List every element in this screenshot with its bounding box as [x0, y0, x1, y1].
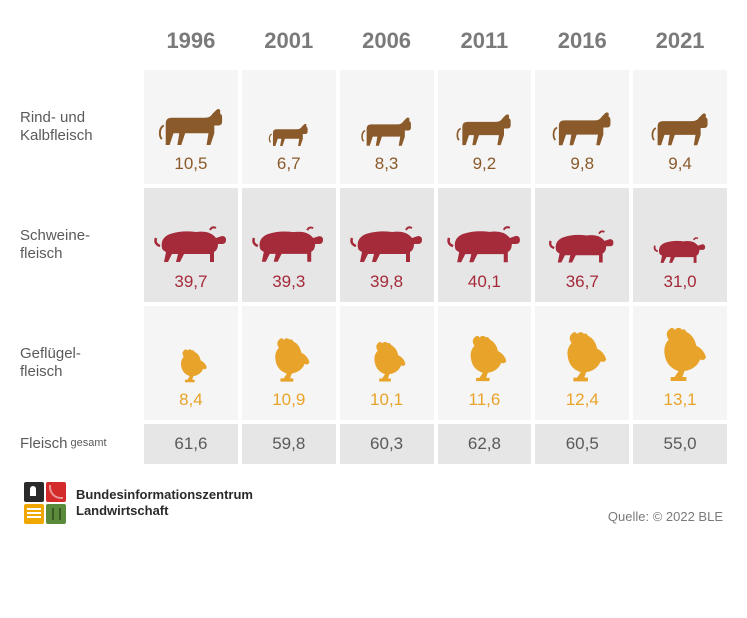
cell-cow: 9,8	[535, 70, 629, 184]
chicken-icon	[366, 314, 407, 384]
chicken-icon	[653, 314, 708, 384]
cell-value: 9,8	[570, 154, 594, 174]
cell-pig: 40,1	[438, 188, 532, 302]
cell-pig: 39,8	[340, 188, 434, 302]
chicken-icon	[557, 314, 608, 384]
chicken-icon	[461, 314, 508, 384]
cell-chicken: 13,1	[633, 306, 727, 420]
year-header: 2001	[242, 20, 336, 66]
total-cell: 59,8	[242, 424, 336, 464]
cell-chicken: 12,4	[535, 306, 629, 420]
cell-cow: 10,5	[144, 70, 238, 184]
cell-cow: 9,4	[633, 70, 727, 184]
footer: Bundesinformationszentrum Landwirtschaft…	[20, 482, 727, 524]
cow-icon	[267, 78, 310, 148]
chicken-icon	[266, 314, 311, 384]
cow-icon	[550, 78, 614, 148]
corner-spacer	[20, 20, 140, 66]
cell-value: 10,5	[174, 154, 207, 174]
cell-value: 9,2	[473, 154, 497, 174]
total-label-small: gesamt	[71, 437, 107, 450]
cell-value: 12,4	[566, 390, 599, 410]
cell-value: 9,4	[668, 154, 692, 174]
cell-value: 36,7	[566, 272, 599, 292]
cow-icon	[454, 78, 514, 148]
logo-line-2: Landwirtschaft	[76, 503, 253, 519]
cell-pig: 39,7	[144, 188, 238, 302]
pig-icon	[445, 196, 524, 266]
cell-chicken: 10,1	[340, 306, 434, 420]
cell-value: 8,3	[375, 154, 399, 174]
meat-consumption-grid: 199620012006201120162021 Rind- und Kalbfl…	[20, 20, 727, 464]
cell-value: 6,7	[277, 154, 301, 174]
cell-pig: 39,3	[242, 188, 336, 302]
cell-cow: 9,2	[438, 70, 532, 184]
cell-value: 39,3	[272, 272, 305, 292]
year-header: 1996	[144, 20, 238, 66]
source-text: Quelle: © 2022 BLE	[608, 509, 723, 524]
year-header: 2011	[438, 20, 532, 66]
cell-value: 8,4	[179, 390, 203, 410]
cell-value: 13,1	[664, 390, 697, 410]
row-label-total: Fleisch gesamt	[20, 424, 140, 464]
ble-logo: Bundesinformationszentrum Landwirtschaft	[24, 482, 253, 524]
total-cell: 60,3	[340, 424, 434, 464]
year-header: 2016	[535, 20, 629, 66]
cell-value: 31,0	[664, 272, 697, 292]
total-label-main: Fleisch	[20, 435, 68, 453]
cow-icon	[649, 78, 711, 148]
logo-line-1: Bundesinformationszentrum	[76, 487, 253, 503]
row-label-cow: Rind- und Kalbfleisch	[20, 70, 140, 184]
total-cell: 55,0	[633, 424, 727, 464]
pig-icon	[348, 196, 426, 266]
cell-cow: 6,7	[242, 70, 336, 184]
year-header: 2006	[340, 20, 434, 66]
total-cell: 62,8	[438, 424, 532, 464]
pig-icon	[652, 196, 708, 266]
pig-icon	[250, 196, 327, 266]
year-header: 2021	[633, 20, 727, 66]
cell-pig: 36,7	[535, 188, 629, 302]
total-cell: 60,5	[535, 424, 629, 464]
chicken-icon	[174, 314, 208, 384]
cell-chicken: 11,6	[438, 306, 532, 420]
cell-chicken: 10,9	[242, 306, 336, 420]
ble-logo-mark	[24, 482, 66, 524]
cell-pig: 31,0	[633, 188, 727, 302]
ble-logo-text: Bundesinformationszentrum Landwirtschaft	[76, 487, 253, 518]
cell-value: 40,1	[468, 272, 501, 292]
cell-value: 39,7	[174, 272, 207, 292]
cow-icon	[156, 78, 226, 148]
cow-icon	[359, 78, 414, 148]
cell-value: 11,6	[469, 390, 501, 410]
cell-value: 39,8	[370, 272, 403, 292]
total-cell: 61,6	[144, 424, 238, 464]
cell-value: 10,1	[370, 390, 403, 410]
cell-value: 10,9	[272, 390, 305, 410]
pig-icon	[547, 196, 617, 266]
pig-icon	[152, 196, 230, 266]
cell-cow: 8,3	[340, 70, 434, 184]
row-label-pig: Schweine- fleisch	[20, 188, 140, 302]
row-label-chicken: Geflügel- fleisch	[20, 306, 140, 420]
cell-chicken: 8,4	[144, 306, 238, 420]
